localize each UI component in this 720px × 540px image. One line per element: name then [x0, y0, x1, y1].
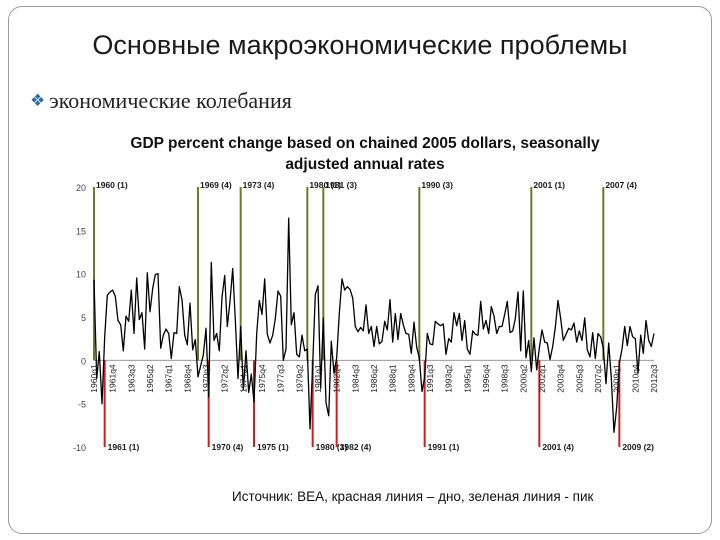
x-tick-label: 1998q3 — [500, 364, 510, 393]
y-tick-label: 0 — [81, 356, 86, 366]
peak-label: 1980 (1) — [309, 180, 341, 190]
x-tick-label: 1979q2 — [294, 364, 304, 393]
peak-label: 1969 (4) — [200, 180, 232, 190]
x-tick-label: 1975q4 — [257, 364, 267, 393]
trough-label: 1961 (1) — [108, 442, 140, 452]
x-tick-label: 1960q1 — [89, 364, 99, 393]
trough-label: 1991 (1) — [428, 442, 460, 452]
source-note: Источник: BEA, красная линия – дно, зеле… — [232, 489, 594, 504]
slide-frame — [8, 6, 712, 534]
x-tick-label: 2007q2 — [593, 364, 603, 393]
x-tick-label: 1968q4 — [182, 364, 192, 393]
y-tick-label: 20 — [76, 183, 86, 193]
x-tick-label: 1988q1 — [388, 364, 398, 393]
x-tick-label: 1981q1 — [313, 364, 323, 393]
x-tick-label: 1961q4 — [108, 364, 118, 393]
x-tick-label: 1996q4 — [481, 364, 491, 393]
bullet-text: экономические колебания — [49, 88, 292, 113]
x-tick-label: 1995q1 — [462, 364, 472, 393]
x-tick-label: 1965q2 — [145, 364, 155, 393]
peak-label: 1960 (1) — [96, 180, 128, 190]
y-tick-label: 10 — [76, 270, 86, 280]
y-tick-label: 5 — [81, 313, 86, 323]
x-tick-label: 2009q1 — [612, 364, 622, 393]
x-tick-label: 1970q3 — [201, 364, 211, 393]
x-tick-label: 2012q3 — [649, 364, 659, 393]
x-tick-label: 2010q4 — [630, 364, 640, 393]
x-tick-label: 1977q3 — [276, 364, 286, 393]
x-tick-label: 1986q2 — [369, 364, 379, 393]
x-tick-label: 1963q3 — [126, 364, 136, 393]
y-tick-label: -5 — [78, 400, 86, 410]
x-tick-label: 2005q3 — [574, 364, 584, 393]
y-tick-label: 15 — [76, 226, 86, 236]
bullet-item: ❖ экономические колебания — [30, 88, 292, 114]
x-tick-label: 2002q1 — [537, 364, 547, 393]
x-tick-label: 1989q4 — [406, 364, 416, 393]
x-tick-label: 2000q2 — [518, 364, 528, 393]
x-tick-label: 1993q2 — [444, 364, 454, 393]
x-tick-label: 1967q1 — [164, 364, 174, 393]
x-tick-label: 1991q3 — [425, 364, 435, 393]
trough-label: 1970 (4) — [212, 442, 244, 452]
trough-label: 1975 (1) — [257, 442, 289, 452]
slide-title: Основные макроэкономические проблемы — [92, 30, 628, 60]
trough-label: 2001 (4) — [542, 442, 574, 452]
trough-label: 1982 (4) — [340, 442, 372, 452]
peak-label: 1981 (3) — [325, 180, 357, 190]
peak-label: 1973 (4) — [243, 180, 275, 190]
x-tick-label: 2003q4 — [556, 364, 566, 393]
x-tick-label: 1982q4 — [332, 364, 342, 393]
checkmark-diamond-icon: ❖ — [30, 91, 46, 111]
peak-label: 2007 (4) — [605, 180, 637, 190]
x-tick-label: 1972q2 — [220, 364, 230, 393]
chart-title: GDP percent change based on chained 2005… — [130, 135, 600, 173]
x-tick-label: 1984q3 — [350, 364, 360, 393]
trough-label: 1980 (3) — [316, 442, 348, 452]
x-tick-label: 1974q1 — [238, 364, 248, 393]
gdp-series-line — [93, 217, 655, 433]
peak-label: 2001 (1) — [533, 180, 565, 190]
peak-label: 1990 (3) — [421, 180, 453, 190]
y-tick-label: -10 — [73, 443, 86, 453]
trough-label: 2009 (2) — [622, 442, 654, 452]
